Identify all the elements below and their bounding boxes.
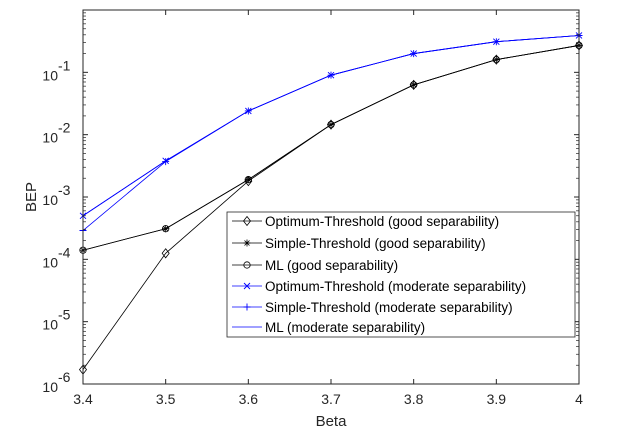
legend-swatch-plus-marker xyxy=(243,303,251,311)
legend-entry: ML (moderate separability) xyxy=(232,320,425,335)
legend-swatch-circle-marker xyxy=(243,261,251,269)
asterisk-marker xyxy=(244,176,252,184)
legend-label: Optimum-Threshold (good separability) xyxy=(265,214,499,229)
diamond-marker xyxy=(492,54,501,65)
y-tick-label: 10 xyxy=(42,254,58,270)
diamond-marker xyxy=(161,248,170,259)
x-tick-label: 3.5 xyxy=(156,391,176,407)
legend-label: Simple-Threshold (moderate separability) xyxy=(265,300,513,315)
legend-entry: ML (good separability) xyxy=(232,258,398,273)
y-tick-exponent: -3 xyxy=(58,182,71,198)
legend-swatch-x-marker xyxy=(243,282,251,290)
legend-label: Simple-Threshold (good separability) xyxy=(265,236,486,251)
x-tick-label: 4 xyxy=(575,391,583,407)
x-marker xyxy=(245,107,252,115)
y-tick-label: 10 xyxy=(42,130,58,146)
y-tick-exponent: -4 xyxy=(58,244,71,260)
y-tick-exponent: -2 xyxy=(58,120,71,136)
y-axis-label: BEP xyxy=(23,182,40,212)
legend-entry: Simple-Threshold (good separability) xyxy=(232,236,486,251)
legend: Optimum-Threshold (good separability) Si… xyxy=(226,211,576,338)
y-tick-label: 10 xyxy=(42,379,58,395)
x-marker xyxy=(410,50,417,57)
x-tick-label: 3.7 xyxy=(321,391,341,407)
legend-entry: Optimum-Threshold (good separability) xyxy=(232,214,499,229)
diamond-marker xyxy=(409,79,418,90)
legend-swatch-asterisk-marker xyxy=(243,239,251,247)
y-tick-label: 10 xyxy=(42,192,58,208)
series-line xyxy=(82,45,580,370)
y-tick-exponent: -5 xyxy=(58,307,71,323)
x-tick-label: 3.9 xyxy=(487,391,507,407)
x-marker xyxy=(162,157,169,165)
y-tick-label: 10 xyxy=(42,67,58,83)
ticks-layer: 3.4 3.5 3.6 3.7 3.8 3.9 410-610-510-410-310-21… xyxy=(42,10,583,407)
x-axis-label: Beta xyxy=(316,413,348,430)
legend-swatch-diamond-marker xyxy=(242,215,252,227)
plus-marker xyxy=(162,158,170,166)
legend-box xyxy=(226,211,576,338)
legend-label: Optimum-Threshold (moderate separability… xyxy=(265,279,526,294)
x-tick-label: 3.8 xyxy=(404,391,424,407)
legend-entry: Optimum-Threshold (moderate separability… xyxy=(232,279,526,294)
asterisk-marker xyxy=(162,225,170,233)
x-marker xyxy=(327,71,335,79)
series-layer xyxy=(78,31,584,375)
legend-label: ML (moderate separability) xyxy=(265,320,425,335)
diamond-marker xyxy=(244,175,253,187)
x-tick-label: 3.4 xyxy=(73,391,93,407)
y-tick-exponent: -1 xyxy=(58,57,71,73)
x-marker xyxy=(493,38,500,46)
diamond-marker xyxy=(326,119,336,130)
legend-entry: Simple-Threshold (moderate separability) xyxy=(232,300,513,315)
y-tick-exponent: -6 xyxy=(58,369,71,385)
y-tick-label: 10 xyxy=(42,317,58,333)
legend-label: ML (good separability) xyxy=(265,258,398,273)
x-tick-label: 3.6 xyxy=(239,391,259,407)
